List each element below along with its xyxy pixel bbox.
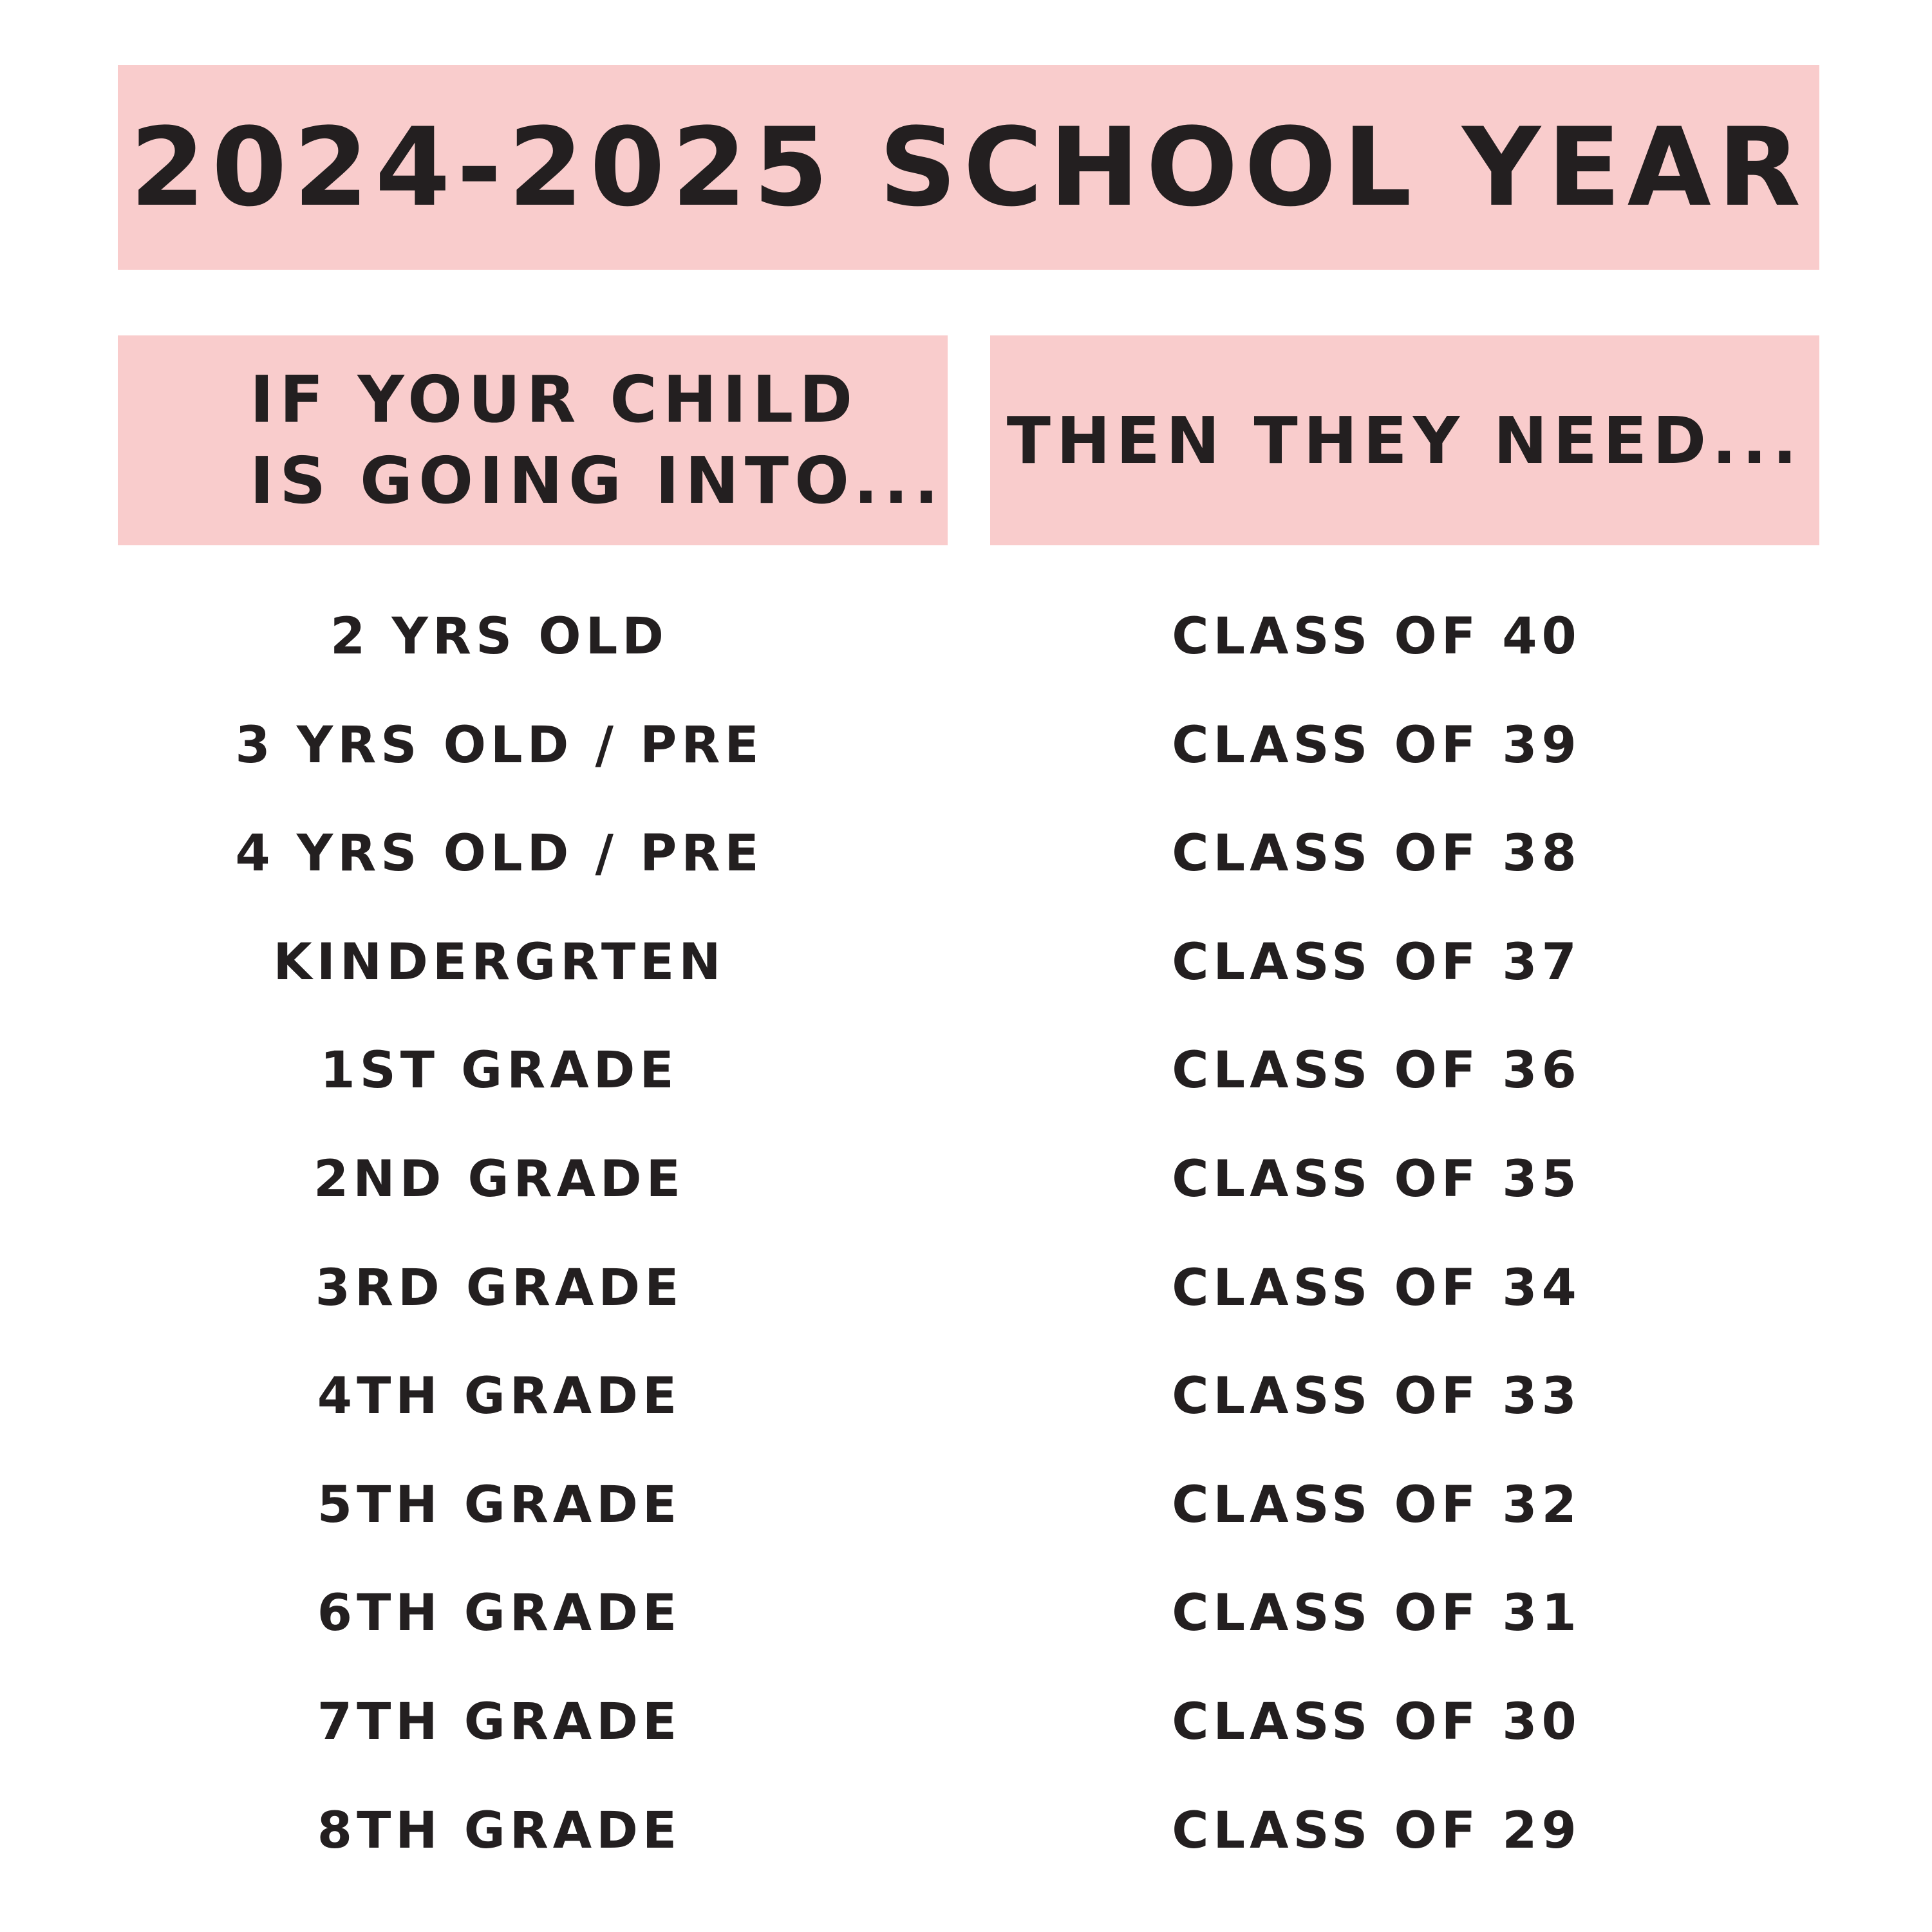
grade-cell: 7TH GRADE [317, 1693, 682, 1751]
grade-cell: 5TH GRADE [317, 1476, 682, 1534]
grade-cell: 3RD GRADE [315, 1259, 684, 1317]
class-cell: CLASS OF 38 [1172, 825, 1581, 883]
grade-cell: 1ST GRADE [320, 1042, 679, 1100]
class-cell: CLASS OF 30 [1172, 1693, 1581, 1751]
header-right: THEN THEY NEED... [990, 335, 1819, 545]
grade-cell: 4 YRS OLD / PRE [235, 825, 764, 883]
header-left-line-2: IS GOING INTO... [250, 443, 944, 518]
grade-cell: 2 YRS OLD [330, 608, 669, 666]
class-cell: CLASS OF 34 [1172, 1259, 1581, 1317]
class-cell: CLASS OF 40 [1172, 608, 1581, 666]
grade-cell: 4TH GRADE [317, 1367, 682, 1426]
class-cell: CLASS OF 32 [1172, 1476, 1581, 1534]
class-cell: CLASS OF 37 [1172, 933, 1581, 991]
class-cell: CLASS OF 36 [1172, 1042, 1581, 1100]
header-left-line-1: IF YOUR CHILD [250, 362, 859, 437]
class-cell: CLASS OF 31 [1172, 1584, 1581, 1643]
class-cell: CLASS OF 33 [1172, 1367, 1581, 1426]
page-title: 2024-2025 SCHOOL YEAR [118, 65, 1819, 270]
grade-cell: 3 YRS OLD / PRE [235, 716, 764, 774]
class-cell: CLASS OF 29 [1172, 1801, 1581, 1860]
grade-cell: 6TH GRADE [317, 1584, 682, 1643]
class-cell: CLASS OF 35 [1172, 1150, 1581, 1208]
grade-cell: 2ND GRADE [314, 1150, 685, 1208]
grade-cell: 8TH GRADE [317, 1801, 682, 1860]
grade-cell: KINDERGRTEN [273, 933, 726, 991]
header-left: IF YOUR CHILD IS GOING INTO... [118, 335, 948, 545]
class-cell: CLASS OF 39 [1172, 716, 1581, 774]
